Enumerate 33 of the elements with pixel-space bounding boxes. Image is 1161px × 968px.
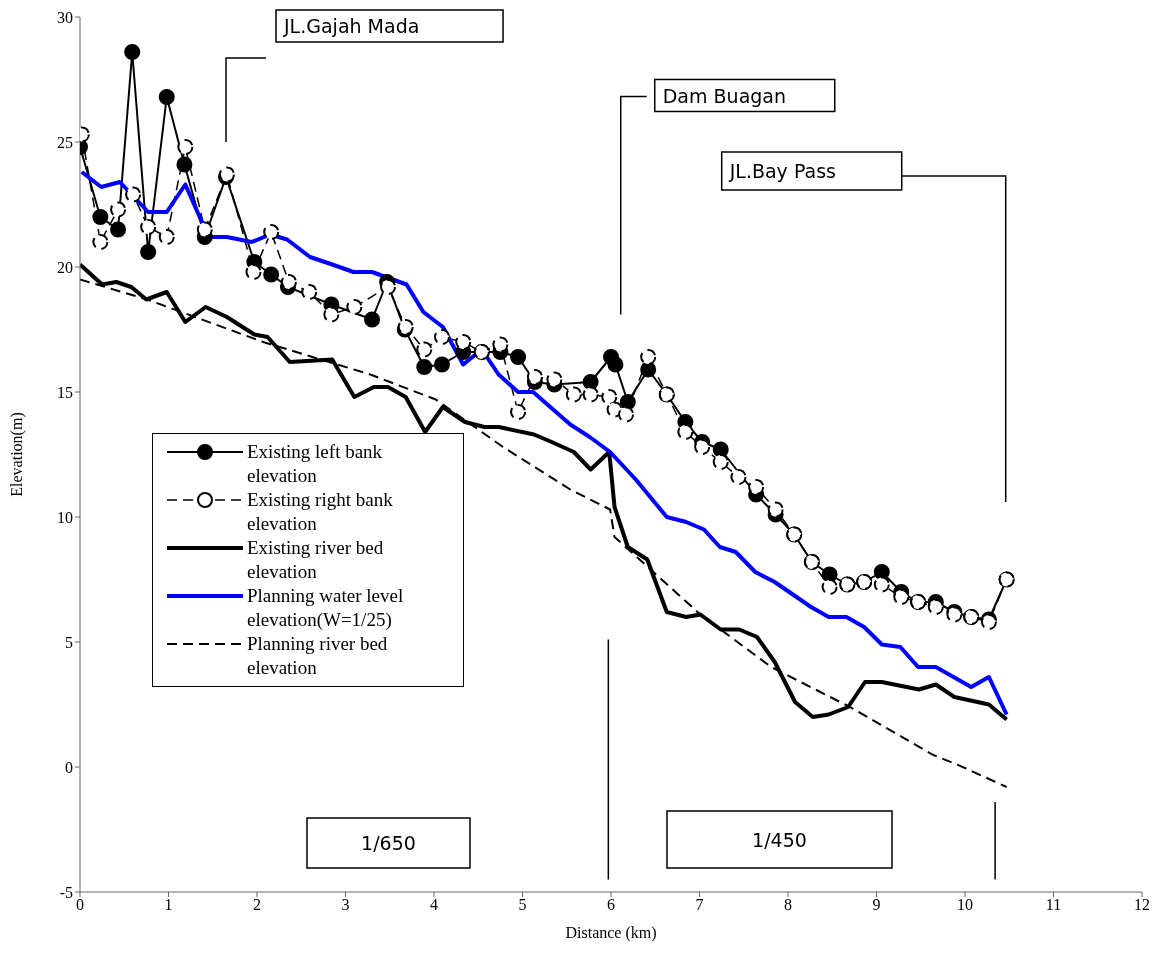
- y-tick-label: 15: [57, 383, 73, 401]
- y-tick-label: 5: [65, 633, 73, 651]
- legend-label: Existing river bed elevation: [247, 536, 385, 584]
- legend-label: Planning water level elevation(W=1/25): [247, 584, 405, 632]
- x-tick-label: 10: [957, 896, 973, 914]
- y-tick-label: 0: [65, 758, 73, 776]
- legend-label: Existing right bank elevation: [247, 488, 394, 536]
- y-tick-label: -5: [59, 883, 73, 901]
- x-tick-label: 7: [695, 896, 704, 914]
- annotation: JL.Gajah Mada: [283, 15, 420, 37]
- annotation: JL.Bay Pass: [728, 160, 836, 182]
- x-tick-label: 6: [607, 896, 615, 914]
- x-tick-label: 0: [76, 896, 84, 914]
- x-tick-label: 8: [784, 896, 792, 914]
- annotation: 1/450: [752, 828, 807, 851]
- y-tick-label: 10: [57, 508, 73, 526]
- x-tick-label: 9: [872, 896, 881, 914]
- x-tick-label: 1: [164, 896, 173, 914]
- x-tick-label: 3: [341, 896, 350, 914]
- x-tick-label: 11: [1045, 896, 1062, 914]
- x-axis-title: Distance (km): [565, 924, 657, 942]
- y-tick-label: 25: [57, 133, 73, 151]
- annotation: Dam Buagan: [662, 84, 787, 107]
- x-tick-label: 12: [1134, 896, 1150, 914]
- y-tick-label: 30: [57, 8, 73, 26]
- x-tick-label: 4: [430, 896, 438, 914]
- annotation: 1/650: [361, 832, 416, 854]
- x-tick-label: 5: [518, 896, 527, 914]
- legend-label: Existing left bank elevation: [247, 440, 384, 488]
- y-axis-title: Elevation(m): [7, 412, 26, 497]
- x-tick-label: 2: [253, 896, 261, 914]
- y-tick-label: 20: [57, 258, 73, 276]
- legend-label: Planning river bed elevation: [247, 632, 389, 680]
